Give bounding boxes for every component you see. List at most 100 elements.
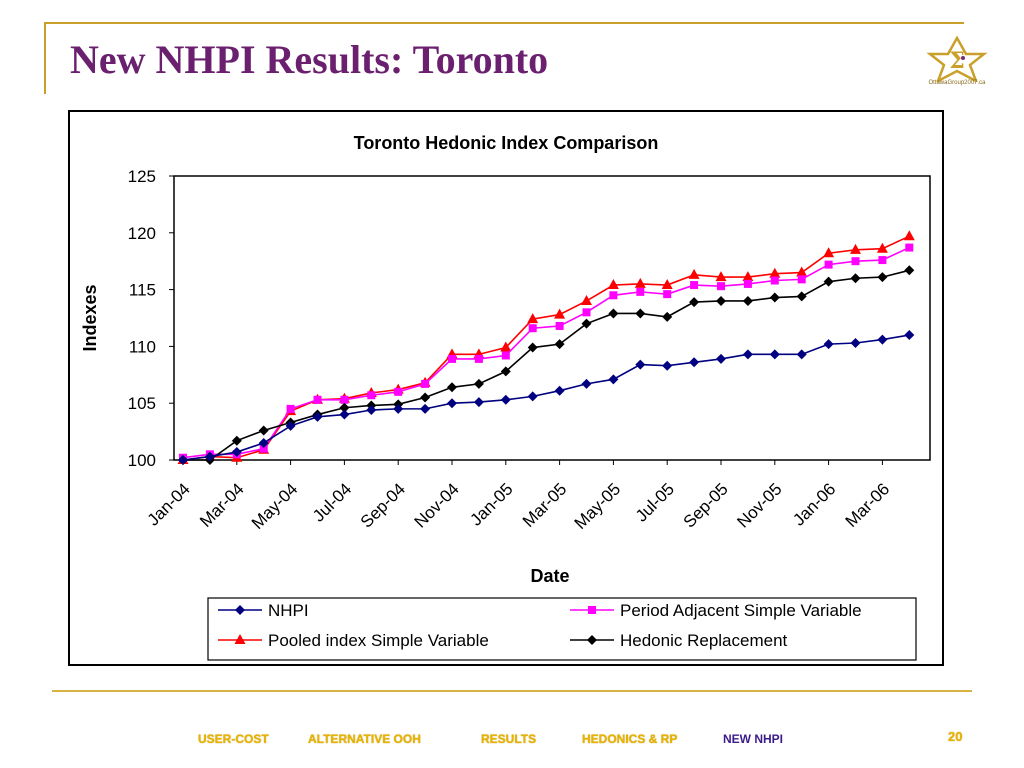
data-point-nhpi	[447, 398, 457, 409]
x-tick-label: Jul-05	[632, 479, 678, 525]
data-point-period-adjacent-simple-variable	[636, 287, 645, 296]
data-point-nhpi	[312, 411, 323, 422]
data-point-pooled-index-simple-variable	[500, 341, 512, 352]
data-point-hedonic-replacement	[420, 392, 431, 403]
legend-marker-hedonic-replacement	[587, 635, 597, 645]
data-point-nhpi	[339, 409, 350, 420]
y-tick-label: 125	[128, 167, 156, 186]
data-point-nhpi	[366, 405, 377, 416]
logo-text: OttawaGroup2007.ca	[928, 80, 986, 86]
data-point-pooled-index-simple-variable	[607, 279, 619, 290]
nav-results[interactable]: RESULTS	[481, 732, 537, 746]
data-point-nhpi	[662, 360, 673, 371]
data-point-period-adjacent-simple-variable	[259, 444, 268, 453]
line-chart: Toronto Hedonic Index Comparison 100 105 11…	[80, 133, 931, 661]
chart-frame: Toronto Hedonic Index Comparison 100 105 11…	[68, 110, 944, 666]
ottawa-group-logo: Σ OttawaGroup2007.ca	[922, 35, 992, 94]
data-point-nhpi	[554, 385, 565, 396]
data-point-period-adjacent-simple-variable	[824, 260, 833, 269]
legend-label-nhpi: NHPI	[268, 601, 309, 620]
data-point-hedonic-replacement	[231, 435, 242, 446]
x-tick-label: Jan-06	[789, 479, 839, 529]
data-point-nhpi	[877, 334, 888, 345]
slide-title: New NHPI Results: Toronto	[70, 37, 549, 82]
data-point-pooled-index-simple-variable	[742, 271, 754, 282]
data-point-hedonic-replacement	[823, 276, 834, 287]
data-point-period-adjacent-simple-variable	[743, 279, 752, 288]
data-point-nhpi	[581, 378, 592, 389]
data-point-hedonic-replacement	[796, 291, 807, 302]
data-point-period-adjacent-simple-variable	[394, 387, 403, 396]
data-point-period-adjacent-simple-variable	[717, 282, 725, 291]
nav-alternative-ooh[interactable]: ALTERNATIVE OOH	[308, 732, 421, 746]
data-point-hedonic-replacement	[581, 318, 592, 329]
data-point-nhpi	[204, 451, 215, 462]
data-point-hedonic-replacement	[500, 366, 511, 377]
data-point-hedonic-replacement	[850, 273, 861, 284]
data-point-nhpi	[608, 374, 619, 385]
series-line-hedonic-replacement	[183, 269, 910, 461]
data-point-hedonic-replacement	[662, 311, 673, 322]
data-point-pooled-index-simple-variable	[634, 277, 646, 288]
x-axis-label: Date	[530, 566, 569, 586]
data-point-nhpi	[689, 357, 700, 368]
data-point-nhpi	[258, 437, 269, 448]
data-point-period-adjacent-simple-variable	[770, 276, 779, 285]
star-logo-icon: Σ	[926, 35, 988, 84]
y-tick-label: 120	[128, 224, 156, 243]
data-point-period-adjacent-simple-variable	[528, 324, 537, 333]
legend-label-period-adjacent-simple-variable: Period Adjacent Simple Variable	[620, 601, 862, 620]
data-point-period-adjacent-simple-variable	[286, 404, 295, 413]
data-point-nhpi	[769, 349, 780, 360]
x-tick-label: Nov-05	[733, 479, 785, 531]
legend-marker-pooled-index-simple-variable	[234, 634, 246, 644]
data-point-period-adjacent-simple-variable	[448, 354, 456, 363]
x-tick-label: May-05	[571, 479, 625, 533]
data-point-pooled-index-simple-variable	[527, 313, 539, 324]
svg-text:Σ: Σ	[949, 48, 965, 74]
nav-hedonics-rp[interactable]: HEDONICS & RP	[582, 732, 678, 746]
data-point-nhpi	[393, 403, 404, 414]
data-point-nhpi	[716, 353, 726, 364]
nav-user-cost[interactable]: USER-COST	[198, 732, 269, 746]
data-point-hedonic-replacement	[608, 308, 619, 319]
x-tick-label: Mar-04	[196, 479, 248, 531]
legend-marker-period-adjacent-simple-variable	[588, 606, 596, 614]
x-tick-label: Nov-04	[411, 479, 463, 531]
data-point-hedonic-replacement	[258, 425, 269, 436]
x-tick-label: Sep-05	[680, 479, 732, 531]
data-point-hedonic-replacement	[769, 292, 780, 303]
data-point-nhpi	[742, 349, 753, 360]
data-point-period-adjacent-simple-variable	[421, 379, 430, 388]
data-point-hedonic-replacement	[473, 378, 484, 389]
y-tick-label: 115	[129, 281, 156, 300]
series-line-pooled-index-simple-variable	[182, 235, 910, 461]
data-point-pooled-index-simple-variable	[796, 266, 808, 277]
data-point-pooled-index-simple-variable	[581, 294, 592, 305]
plot-area	[173, 175, 931, 461]
title-border-top	[44, 22, 964, 24]
data-point-hedonic-replacement	[527, 342, 538, 353]
data-point-period-adjacent-simple-variable	[582, 308, 591, 317]
nav-new-nhpi[interactable]: NEW NHPI	[723, 732, 783, 746]
x-tick-label: May-04	[248, 479, 302, 533]
data-point-hedonic-replacement	[339, 402, 350, 413]
data-point-pooled-index-simple-variable	[715, 271, 727, 282]
page-number: 20	[948, 729, 963, 744]
legend-marker-nhpi	[235, 605, 245, 615]
y-tick-label: 110	[129, 337, 156, 356]
data-point-nhpi	[823, 339, 834, 350]
series-line-nhpi	[182, 334, 910, 461]
title-border-left	[44, 22, 46, 94]
x-tick-label: Mar-05	[519, 479, 571, 531]
data-point-hedonic-replacement	[904, 265, 915, 276]
data-point-pooled-index-simple-variable	[903, 230, 915, 241]
data-point-hedonic-replacement	[877, 272, 888, 283]
x-tick-label: Jul-04	[309, 479, 355, 525]
data-point-nhpi	[850, 337, 861, 348]
data-point-pooled-index-simple-variable	[661, 279, 673, 290]
data-point-nhpi	[420, 403, 431, 414]
data-point-period-adjacent-simple-variable	[851, 257, 860, 266]
footer-divider	[52, 690, 972, 692]
data-point-hedonic-replacement	[742, 295, 753, 306]
